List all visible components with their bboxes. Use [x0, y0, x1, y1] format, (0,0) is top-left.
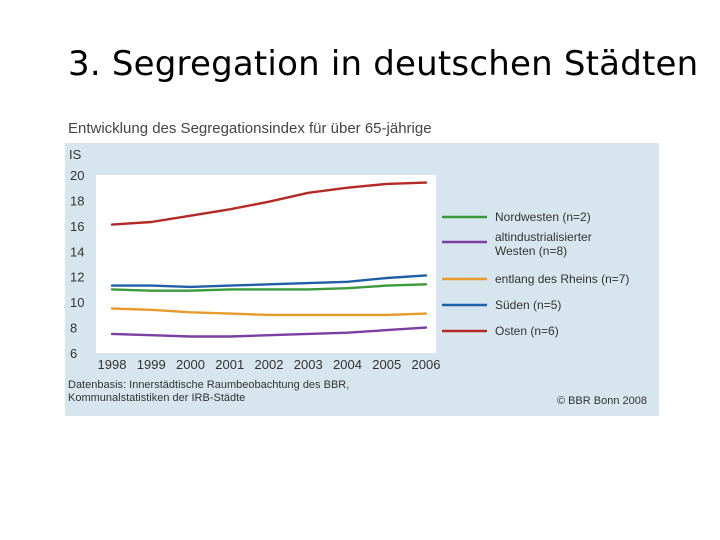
x-tick-label: 2000: [176, 357, 205, 372]
series-line: [110, 326, 428, 338]
series-line: [110, 274, 428, 289]
y-tick-label: 8: [70, 321, 77, 336]
x-tick-label: 2003: [294, 357, 323, 372]
legend-label: Westen (n=8): [495, 244, 567, 258]
legend-label: Osten (n=6): [495, 324, 559, 338]
chart-title: Entwicklung des Segregationsindex für üb…: [68, 120, 432, 137]
y-tick-label: 18: [70, 193, 84, 208]
series-line: [110, 181, 428, 226]
chart-footnote: Datenbasis: Innerstädtische Raumbeobacht…: [68, 379, 349, 405]
series-line: [110, 283, 428, 292]
legend-label: Nordwesten (n=2): [495, 210, 591, 224]
series-line: [110, 307, 428, 317]
footnote-line: Kommunalstatistiken der IRB-Städte: [68, 392, 246, 404]
y-axis-label: IS: [69, 147, 82, 162]
y-tick-label: 14: [70, 244, 84, 259]
y-tick-label: 6: [70, 346, 77, 361]
chart-figure: Entwicklung des Segregationsindex für üb…: [65, 118, 659, 416]
footnote-line: Datenbasis: Innerstädtische Raumbeobacht…: [68, 379, 350, 391]
slide-title: 3. Segregation in deutschen Städten: [68, 44, 699, 84]
plot-area: [96, 175, 436, 353]
x-tick-label: 1998: [98, 357, 127, 372]
chart-copyright: © BBR Bonn 2008: [556, 395, 647, 407]
x-tick-label: 2004: [333, 357, 362, 372]
y-tick-label: 16: [70, 219, 84, 234]
legend-label: entlang des Rheins (n=7): [495, 272, 629, 286]
legend-label: Süden (n=5): [495, 298, 561, 312]
y-tick-label: 12: [70, 270, 84, 285]
x-tick-label: 2005: [372, 357, 401, 372]
x-tick-label: 2002: [255, 357, 284, 372]
x-tick-label: 1999: [137, 357, 166, 372]
x-tick-label: 2001: [215, 357, 244, 372]
line-chart: IS 6 8 10 12 14 16 18 20 1998 1999 2000 2001 2002 2003…: [69, 147, 629, 372]
legend-label: altindustrialisierter: [495, 230, 592, 244]
x-tick-label: 2006: [412, 357, 441, 372]
y-tick-label: 20: [70, 168, 84, 183]
y-tick-label: 10: [70, 295, 84, 310]
chart-panel: IS 6 8 10 12 14 16 18 20 1998 1999 2000 2001 2002 2003…: [65, 143, 659, 416]
